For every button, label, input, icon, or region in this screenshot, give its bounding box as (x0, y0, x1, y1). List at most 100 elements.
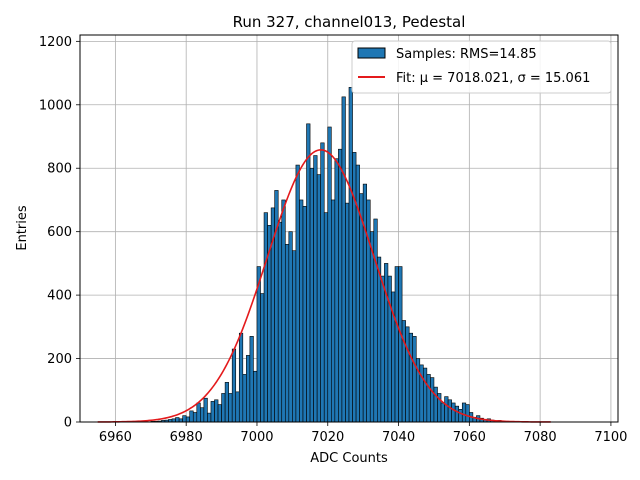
histogram-bar (454, 405, 460, 423)
histogram-bar (284, 244, 290, 423)
histogram-bar (260, 293, 265, 423)
histogram-bar (362, 183, 367, 423)
histogram-bar (207, 412, 212, 423)
histogram-bar (263, 212, 268, 423)
histogram-bar (320, 142, 325, 423)
histogram-bar (423, 367, 428, 423)
histogram-bar (228, 393, 233, 423)
histogram-bar (384, 263, 389, 423)
histogram-bar (235, 391, 240, 423)
y-tick-label: 1200 (39, 35, 72, 50)
legend-box (351, 40, 612, 94)
histogram-bar (217, 404, 222, 423)
x-tick-label: 7080 (524, 430, 557, 445)
histogram-bar (295, 164, 300, 423)
histogram-bar (185, 416, 191, 423)
histogram-bar (341, 96, 346, 423)
histogram-bar (253, 370, 258, 423)
histogram-bar (387, 275, 392, 423)
histogram-bar (366, 199, 371, 423)
histogram-bar (345, 202, 350, 423)
x-tick-label: 7020 (311, 430, 344, 445)
histogram-bar (359, 193, 364, 423)
histogram-bar (313, 155, 318, 423)
y-tick-label: 800 (47, 162, 72, 177)
histogram-bar (214, 399, 219, 423)
histogram-bar (203, 397, 208, 423)
histogram-bar (394, 266, 399, 423)
histogram-bar (281, 199, 286, 423)
histogram-bar (369, 231, 375, 423)
fit-curve (97, 149, 551, 423)
histogram-bar (373, 218, 378, 423)
plot-frame (79, 34, 619, 423)
histogram-bar (238, 332, 244, 423)
histogram-bar (182, 415, 187, 423)
histogram-bar (302, 205, 307, 423)
histogram-bar (447, 399, 452, 423)
x-axis-title: ADC Counts (310, 451, 388, 466)
x-tick-label: 7100 (594, 430, 627, 445)
histogram-bar (246, 355, 251, 423)
histogram-bar (380, 275, 385, 423)
histogram-bar (224, 382, 229, 423)
histogram-bar (352, 152, 357, 423)
legend: Samples: RMS=14.85 Fit: μ = 7018.021, σ … (351, 40, 612, 94)
histogram-bar (189, 410, 194, 423)
y-tick-label: 600 (47, 225, 72, 240)
histogram-bar (412, 336, 417, 423)
histogram-bar (334, 158, 339, 423)
histogram-bar (288, 231, 293, 423)
histogram-bar (461, 402, 467, 423)
histogram-bar (210, 401, 215, 423)
histogram-bar (398, 266, 403, 423)
histogram-bar (458, 409, 463, 423)
histogram-bar (242, 374, 247, 423)
y-tick-label: 0 (64, 416, 72, 431)
histogram-bar (196, 402, 201, 423)
histogram-bar (338, 148, 343, 423)
histogram-bar (221, 393, 226, 423)
histogram-bar (401, 320, 406, 423)
histogram-bar (175, 417, 180, 423)
histogram-bar (433, 386, 438, 423)
chart-title: Run 327, channel013, Pedestal (233, 13, 466, 31)
histogram-bar (327, 126, 332, 423)
legend-fit-label: Fit: μ = 7018.021, σ = 15.061 (396, 71, 590, 86)
y-tick-label: 1000 (39, 98, 72, 113)
histogram-bar (331, 199, 336, 423)
histogram-bar (306, 123, 311, 423)
y-axis-ticks: 0 200 400 600 800 1000 1200 (39, 35, 80, 431)
y-axis-title: Entries (15, 205, 30, 251)
histogram-bar (316, 174, 321, 423)
histogram-bar (405, 326, 410, 423)
histogram-bar (192, 412, 198, 423)
histogram-bar (377, 256, 382, 423)
histogram-bar (309, 167, 314, 423)
histogram-bar (277, 221, 283, 423)
histogram-bar (299, 199, 304, 423)
histogram-bar (231, 348, 237, 423)
histogram-bar (348, 87, 353, 423)
histogram-bar (430, 377, 435, 423)
x-tick-label: 6960 (99, 430, 132, 445)
histogram-bar (444, 396, 449, 423)
histogram-bar (440, 402, 445, 423)
histogram-bar (249, 336, 254, 423)
legend-samples-label: Samples: RMS=14.85 (396, 47, 537, 62)
histogram-bar (292, 250, 297, 423)
histogram-bar (200, 407, 205, 423)
histogram-bar (323, 212, 329, 423)
y-tick-label: 200 (47, 352, 72, 367)
x-axis-ticks: 6960 6980 7000 7020 7040 7060 7080 7100 (99, 422, 627, 445)
histogram-bar (408, 332, 414, 423)
histogram-bar (465, 404, 470, 423)
histogram-bar (451, 402, 456, 423)
legend-samples-swatch (357, 47, 386, 59)
x-tick-label: 7060 (453, 430, 486, 445)
x-tick-label: 7000 (240, 430, 273, 445)
x-tick-label: 6980 (170, 430, 203, 445)
histogram-bar (426, 374, 431, 423)
x-tick-label: 7040 (382, 430, 415, 445)
